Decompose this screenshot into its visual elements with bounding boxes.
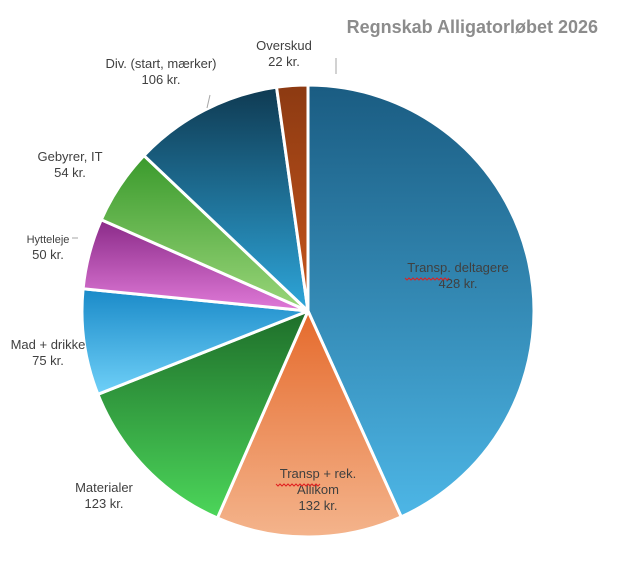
slice-label: Transp. deltagere 428 kr.	[407, 260, 508, 291]
spellcheck-underline	[404, 277, 450, 281]
slice-value-label: 428 kr.	[438, 276, 477, 291]
pie-slice	[275, 83, 310, 313]
slice-name-label: Hytteleje	[27, 234, 70, 246]
slice-name-label: Overskud	[256, 38, 312, 53]
slice-name-label: Transp. deltagere	[407, 260, 508, 275]
slice-label: Hytteleje 50 kr.	[27, 234, 70, 262]
slice-name-label: Mad + drikke	[11, 337, 86, 352]
spellcheck-underline	[275, 483, 321, 487]
slice-label: Gebyrer, IT 54 kr.	[37, 149, 102, 180]
leader-lines	[72, 58, 337, 239]
pie-slice	[306, 83, 536, 519]
pie-slice	[215, 309, 403, 539]
slice-label: Overskud 22 kr.	[256, 38, 312, 69]
slice-value-label: 123 kr.	[84, 496, 123, 511]
slice-label: Materialer 123 kr.	[75, 480, 133, 511]
pie-slice	[142, 85, 310, 313]
leader-line	[206, 94, 211, 109]
slice-value-label: 106 kr.	[141, 72, 180, 87]
slice-label: Mad + drikke 75 kr.	[11, 337, 86, 368]
slice-value-label: 75 kr.	[32, 353, 64, 368]
slice-label: Div. (start, mærker) 106 kr.	[106, 56, 217, 87]
slice-label: Transp + rek. Allikom 132 kr.	[280, 466, 356, 513]
chart-title: Regnskab Alligatorløbet 2026	[347, 17, 598, 37]
slice-name-label: Materialer	[75, 480, 133, 495]
pie-slice	[80, 287, 310, 396]
slice-value-label: 54 kr.	[54, 165, 86, 180]
slice-value-label: 22 kr.	[268, 54, 300, 69]
slice-name-label: Div. (start, mærker)	[106, 56, 217, 71]
slice-value-label: 50 kr.	[32, 247, 64, 262]
pie-slices	[80, 83, 536, 539]
slice-labels: Transp. deltagere 428 kr. Transp + rek. All…	[11, 38, 509, 513]
slice-value-label: 132 kr.	[298, 498, 337, 513]
pie-slice	[96, 309, 310, 520]
slice-name-label: Transp + rek.	[280, 466, 356, 481]
slice-name-label: Allikom	[297, 482, 339, 497]
slice-name-label: Gebyrer, IT	[37, 149, 102, 164]
